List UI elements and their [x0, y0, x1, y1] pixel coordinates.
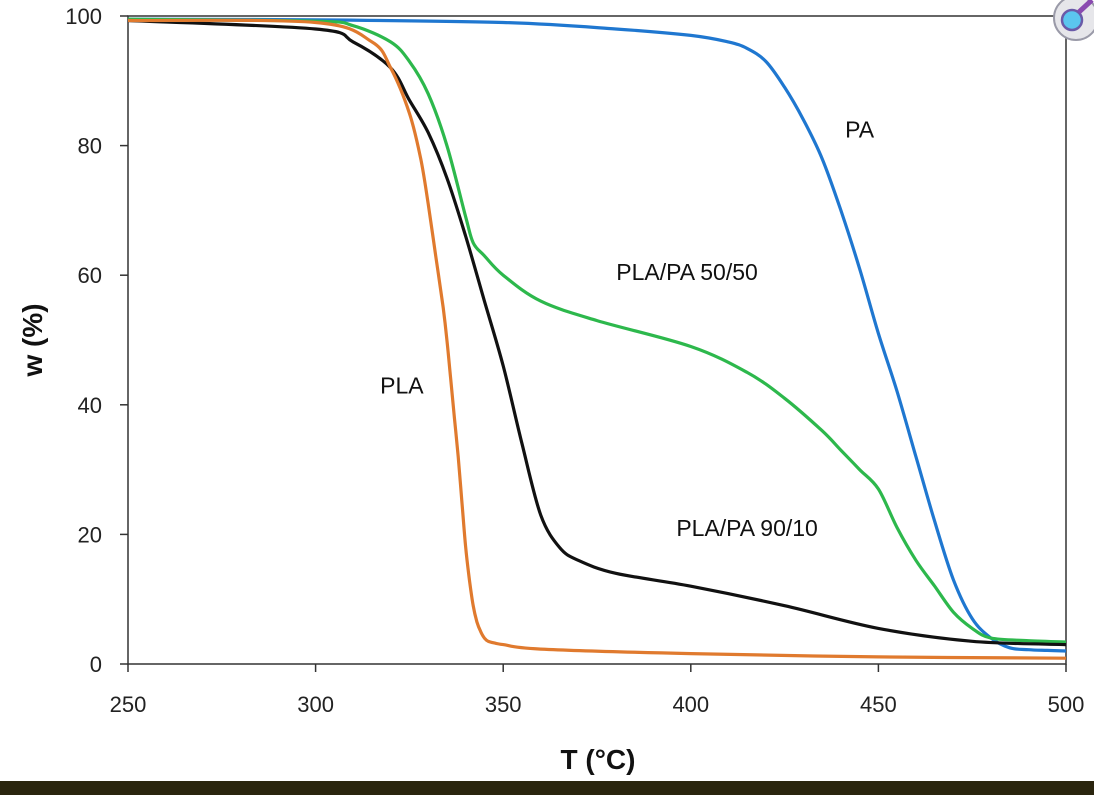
plot-frame: [127, 15, 1067, 665]
series-line-pla: [127, 18, 1067, 660]
curve-label: PLA: [380, 372, 424, 398]
y-tick-label: 60: [78, 263, 102, 288]
series-line-pla-pa-90-10: [127, 18, 1067, 647]
series-line-pa: [127, 17, 1067, 653]
x-tick-label: 400: [672, 692, 709, 717]
y-tick-label: 20: [78, 522, 102, 547]
y-tick-label: 0: [90, 652, 102, 677]
x-tick-label: 250: [110, 692, 147, 717]
x-axis-title: T (°C): [561, 744, 636, 775]
bottom-bar: [0, 781, 1094, 795]
corner-badge-icon: [1046, 0, 1094, 44]
x-tick-label: 300: [297, 692, 334, 717]
x-tick-label: 450: [860, 692, 897, 717]
series-line-pla-pa-50-50: [127, 17, 1067, 644]
x-tick-label: 350: [485, 692, 522, 717]
y-axis-title: w (%): [17, 303, 48, 377]
curve-label: PLA/PA 90/10: [676, 515, 818, 541]
y-tick-label: 80: [78, 134, 102, 159]
curve-label: PLA/PA 50/50: [616, 259, 758, 285]
curve-label: PA: [845, 116, 875, 142]
x-tick-label: 500: [1048, 692, 1085, 717]
y-tick-label: 100: [65, 4, 102, 29]
y-tick-label: 40: [78, 393, 102, 418]
